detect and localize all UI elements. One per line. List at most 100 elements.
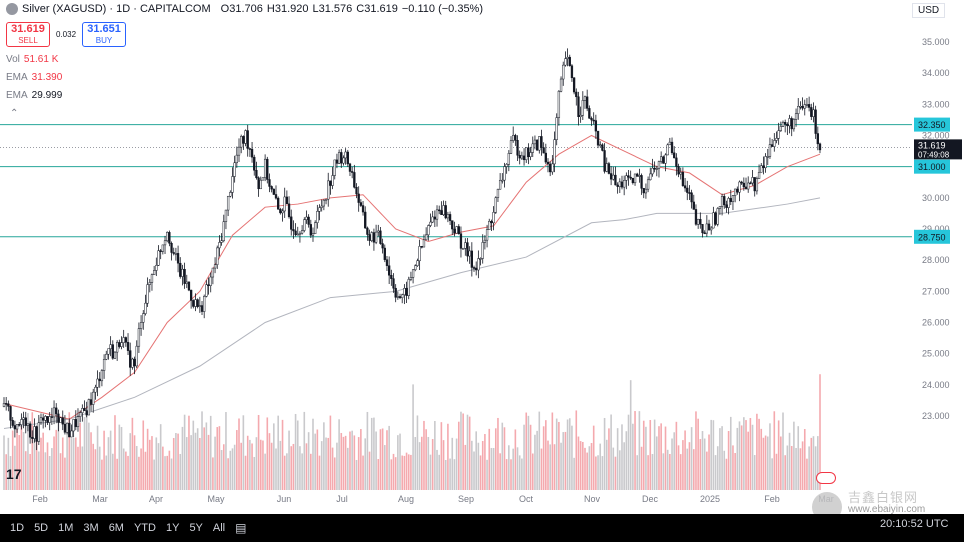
sell-label: SELL (18, 36, 38, 45)
candle-body (370, 232, 373, 241)
volume-bar (59, 453, 62, 490)
candle-body (525, 147, 528, 161)
timeframe-button[interactable]: 3M (83, 522, 99, 534)
utc-clock[interactable]: 20:10:52 UTC (880, 518, 949, 530)
level-price-label: 28.750 (918, 232, 946, 242)
candle-body (446, 214, 450, 219)
buy-button[interactable]: 31.651 BUY (82, 22, 127, 47)
candle-body (305, 216, 308, 220)
candle-body (403, 288, 406, 296)
candle-body (161, 244, 164, 252)
volume-bar (290, 446, 293, 490)
timeframe-button[interactable]: All (212, 522, 226, 534)
flag-icon[interactable] (816, 472, 836, 484)
volume-bar (349, 431, 351, 490)
volume-bar (671, 438, 673, 490)
volume-bar (494, 428, 497, 490)
time-tick-label: Sep (458, 494, 474, 504)
volume-bar (473, 451, 475, 490)
sell-button[interactable]: 31.619 SELL (6, 22, 50, 47)
volume-bar (447, 423, 449, 490)
price-chart[interactable]: 35.000 34.000 33.000 32.000 31.000 30.000 29.0… (0, 0, 964, 514)
calendar-range-icon[interactable]: ▤ (235, 521, 247, 535)
candle-body (668, 141, 672, 146)
volume-bar (370, 417, 373, 490)
candle-body (392, 278, 395, 289)
symbol-title[interactable]: Silver (XAGUSD) · 1D · CAPITALCOM (22, 3, 211, 15)
last-price-label: 31.619 (918, 140, 946, 150)
candle-body (553, 139, 556, 165)
volume-bar (736, 427, 739, 490)
candle-body (200, 305, 204, 312)
volume-bar (634, 411, 636, 490)
volume-bar (20, 426, 23, 490)
volume-indicator[interactable]: Vol 51.61 K (6, 54, 58, 65)
volume-bar (403, 455, 406, 490)
volume-bar (418, 442, 421, 490)
candle-body (309, 224, 312, 236)
volume-bar (148, 439, 151, 490)
candle-body (416, 260, 419, 266)
volume-bar (72, 438, 75, 490)
candle-body (581, 100, 584, 116)
chevron-up-icon[interactable]: ⌃ (10, 108, 19, 119)
volume-bar (98, 446, 101, 490)
timeframe-button[interactable]: 1D (10, 522, 25, 534)
timeframe-button[interactable]: 1M (58, 522, 74, 534)
timeframe-button[interactable]: YTD (133, 522, 156, 534)
volume-bar (131, 417, 134, 490)
volume-bar (673, 432, 676, 490)
candle-body (396, 296, 400, 298)
candle-body (222, 221, 225, 241)
timeframe-button[interactable]: 6M (108, 522, 124, 534)
volume-bar (484, 434, 486, 490)
volume-bar (636, 455, 639, 490)
volume-bar (407, 454, 410, 490)
candle-body (385, 259, 389, 266)
volume-bar (22, 431, 25, 490)
volume-bar (457, 421, 460, 490)
time-tick-label: May (207, 494, 225, 504)
volume-bar (410, 454, 412, 490)
ema-slow-indicator[interactable]: EMA 29.999 (6, 90, 62, 101)
time-tick-label: Feb (764, 494, 780, 504)
volume-bar (329, 415, 332, 490)
volume-bar (196, 428, 199, 490)
candle-body (461, 248, 465, 250)
volume-bar (307, 432, 310, 490)
timeframe-button[interactable]: 5Y (189, 522, 203, 534)
timeframe-button[interactable]: 5D (34, 522, 49, 534)
currency-selector[interactable]: USD (912, 3, 946, 18)
volume-bar (292, 443, 295, 490)
volume-bar (375, 431, 377, 490)
candle-body (261, 177, 265, 181)
candle-body (242, 136, 245, 144)
candle-body (44, 416, 47, 421)
time-tick-label: Oct (519, 494, 534, 504)
price-tick-label: 33.000 (922, 99, 950, 109)
candle-body (235, 154, 238, 164)
volume-bar (464, 444, 467, 490)
candle-body (542, 147, 545, 154)
candle-body (333, 159, 336, 176)
volume-bar (793, 421, 795, 490)
volume-bar (423, 420, 425, 490)
candle-body (496, 188, 500, 198)
volume-bar (401, 455, 404, 490)
candle-body (96, 378, 99, 388)
candle-body (37, 422, 40, 442)
candle-body (472, 267, 476, 269)
volume-bar (144, 451, 147, 490)
candle-body (357, 193, 360, 203)
candle-body (696, 219, 700, 225)
volume-bar (249, 439, 251, 490)
tradingview-logo-icon[interactable]: 17 (6, 466, 22, 482)
volume-bar (362, 455, 364, 490)
timeframe-button[interactable]: 1Y (165, 522, 180, 534)
candle-body (246, 130, 249, 149)
volume-bar (366, 411, 369, 490)
ema-fast-indicator[interactable]: EMA 31.390 (6, 72, 62, 83)
ema-fast-value: 31.390 (31, 72, 63, 83)
candle-body (516, 140, 519, 156)
candle-body (731, 195, 735, 202)
